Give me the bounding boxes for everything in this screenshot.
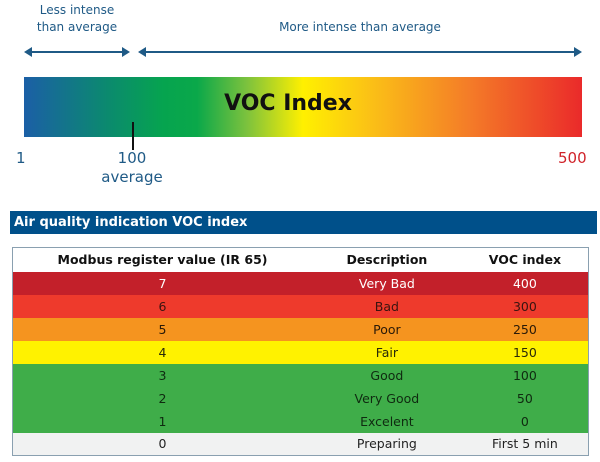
table-row: 4 Fair 150 bbox=[12, 340, 589, 364]
cell-register: 2 bbox=[158, 390, 167, 406]
cell-description: Fair bbox=[375, 344, 399, 360]
section-title: Air quality indication VOC index bbox=[10, 211, 597, 234]
cell-voc: 400 bbox=[512, 275, 537, 291]
header-description: Description bbox=[312, 247, 462, 272]
average-label: average bbox=[101, 168, 163, 186]
cell-register: 5 bbox=[158, 321, 167, 337]
cell-voc: 150 bbox=[512, 344, 537, 360]
less-intense-label: Less intense than average bbox=[24, 2, 130, 36]
less-intense-line2: than average bbox=[36, 20, 118, 34]
table-row: 0 Preparing First 5 min bbox=[12, 432, 589, 456]
table-header-row: Modbus register value (IR 65) Descriptio… bbox=[12, 247, 589, 272]
cell-description: Very Bad bbox=[358, 275, 415, 291]
table-row: 1 Excelent 0 bbox=[12, 409, 589, 433]
voc-table: Modbus register value (IR 65) Descriptio… bbox=[12, 247, 589, 456]
header-voc: VOC index bbox=[461, 247, 589, 272]
scale-max: 500 bbox=[558, 149, 587, 167]
bar-title: VOC Index bbox=[224, 91, 352, 116]
cell-register: 6 bbox=[158, 298, 167, 314]
scale-min: 1 bbox=[16, 149, 26, 167]
cell-description: Preparing bbox=[356, 436, 417, 452]
cell-description: Poor bbox=[373, 321, 401, 337]
cell-description: Excelent bbox=[360, 413, 414, 429]
cell-register: 3 bbox=[158, 367, 167, 383]
cell-voc: 100 bbox=[512, 367, 537, 383]
table-row: 6 Bad 300 bbox=[12, 294, 589, 318]
cell-description: Good bbox=[370, 367, 404, 383]
less-intense-arrow-icon bbox=[24, 47, 130, 57]
average-value: 100 bbox=[117, 149, 147, 167]
table-row: 3 Good 100 bbox=[12, 363, 589, 387]
cell-voc: 0 bbox=[520, 413, 529, 429]
table-row: 5 Poor 250 bbox=[12, 317, 589, 341]
cell-register: 7 bbox=[158, 275, 167, 291]
cell-voc: 300 bbox=[512, 298, 537, 314]
cell-description: Very Good bbox=[354, 390, 420, 406]
scale-average: 100 average bbox=[100, 149, 164, 187]
cell-register: 0 bbox=[158, 436, 167, 452]
cell-voc: 250 bbox=[512, 321, 537, 337]
more-intense-label: More intense than average bbox=[279, 20, 441, 34]
more-intense-arrow-icon bbox=[138, 47, 582, 57]
cell-register: 1 bbox=[158, 413, 167, 429]
cell-register: 4 bbox=[158, 344, 167, 360]
header-register: Modbus register value (IR 65) bbox=[12, 247, 313, 272]
less-intense-line1: Less intense bbox=[39, 3, 115, 17]
table-row: 7 Very Bad 400 bbox=[12, 271, 589, 295]
table-row: 2 Very Good 50 bbox=[12, 386, 589, 410]
voc-gradient-bar: VOC Index bbox=[24, 77, 582, 137]
cell-description: Bad bbox=[374, 298, 399, 314]
cell-voc: 50 bbox=[516, 390, 533, 406]
cell-voc: First 5 min bbox=[491, 436, 558, 452]
average-tick bbox=[132, 122, 134, 150]
